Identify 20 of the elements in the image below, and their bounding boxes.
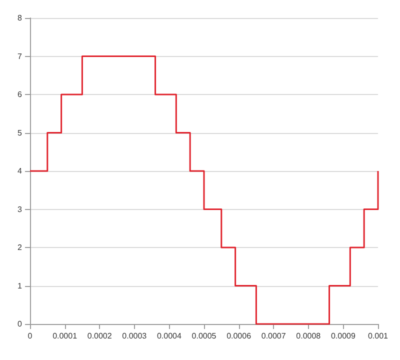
x-tick-label: 0.0008 [296, 332, 322, 340]
y-tick-label: 4 [18, 166, 23, 176]
y-tick-label: 3 [18, 204, 23, 214]
x-tick-label: 0.0003 [122, 332, 148, 340]
y-tick-label: 0 [18, 320, 23, 328]
y-tick-label: 8 [18, 14, 23, 22]
y-tick-label: 2 [18, 243, 23, 252]
y-tick-label: 7 [18, 52, 23, 61]
x-tick-label: 0.0001 [52, 332, 78, 340]
x-tick-label: 0 [28, 332, 33, 340]
x-tick-label: 0.0009 [330, 332, 356, 340]
x-tick-label: 0.0007 [261, 332, 286, 340]
x-tick-label: 0.0006 [226, 332, 252, 340]
y-tick-label: 6 [18, 90, 23, 99]
y-tick-label: 5 [18, 128, 23, 138]
y-tick-label: 1 [18, 281, 23, 290]
x-tick-label: 0.0004 [156, 332, 182, 340]
x-tick-label: 0.0002 [87, 332, 112, 340]
x-tick-label: 0.0005 [192, 332, 217, 340]
x-tick-label: 0.001 [368, 332, 389, 340]
